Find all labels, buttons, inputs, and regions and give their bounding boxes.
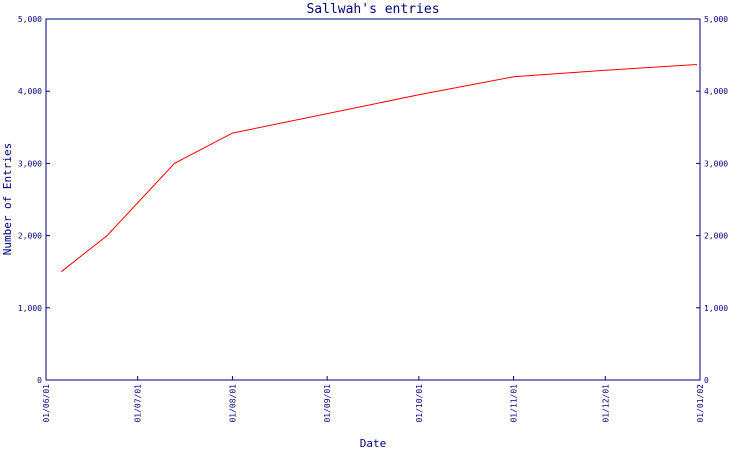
data-point [232,132,233,133]
data-point [418,94,419,95]
chart-title: Sallwah's entries [306,2,439,17]
right-y-tick-label: 5,000 [704,15,728,24]
data-point [513,76,514,77]
x-axis-title: Date [360,437,387,450]
right-y-tick-label: 2,000 [704,232,728,241]
data-point [605,70,606,71]
right-y-tick-label: 0 [704,376,709,385]
left-y-tick-label: 1,000 [18,304,42,313]
left-y-tick-label: 0 [37,376,42,385]
x-tick-label: 01/09/01 [323,384,332,423]
data-point [107,235,108,236]
x-axis: 01/06/01 01/07/01 01/08/01 01/09/01 01/10/01… [42,376,705,423]
x-tick-label: 01/01/02 [696,384,705,423]
data-point [174,163,175,164]
left-y-axis: 0 1,000 2,000 3,000 4,000 5,000 [18,15,50,385]
left-y-tick-label: 4,000 [18,87,42,96]
left-y-tick-label: 2,000 [18,232,42,241]
right-y-tick-label: 4,000 [704,87,728,96]
right-y-axis: 0 1,000 2,000 3,000 4,000 5,000 [696,15,728,385]
y-axis-title: Number of Entries [1,143,14,256]
left-y-tick-label: 3,000 [18,159,42,168]
x-tick-label: 01/12/01 [601,384,610,423]
plot-area [45,18,701,381]
left-y-tick-label: 5,000 [18,15,42,24]
x-tick-label: 01/10/01 [415,384,424,423]
x-tick-label: 01/11/01 [510,384,519,423]
right-y-tick-label: 1,000 [704,304,728,313]
data-point [696,64,697,65]
data-point [61,271,62,272]
series-layer [60,64,697,273]
x-tick-label: 01/06/01 [42,384,51,423]
series-line [60,64,697,273]
x-tick-label: 01/07/01 [134,384,143,423]
right-y-tick-label: 3,000 [704,159,728,168]
x-tick-label: 01/08/01 [228,384,237,423]
